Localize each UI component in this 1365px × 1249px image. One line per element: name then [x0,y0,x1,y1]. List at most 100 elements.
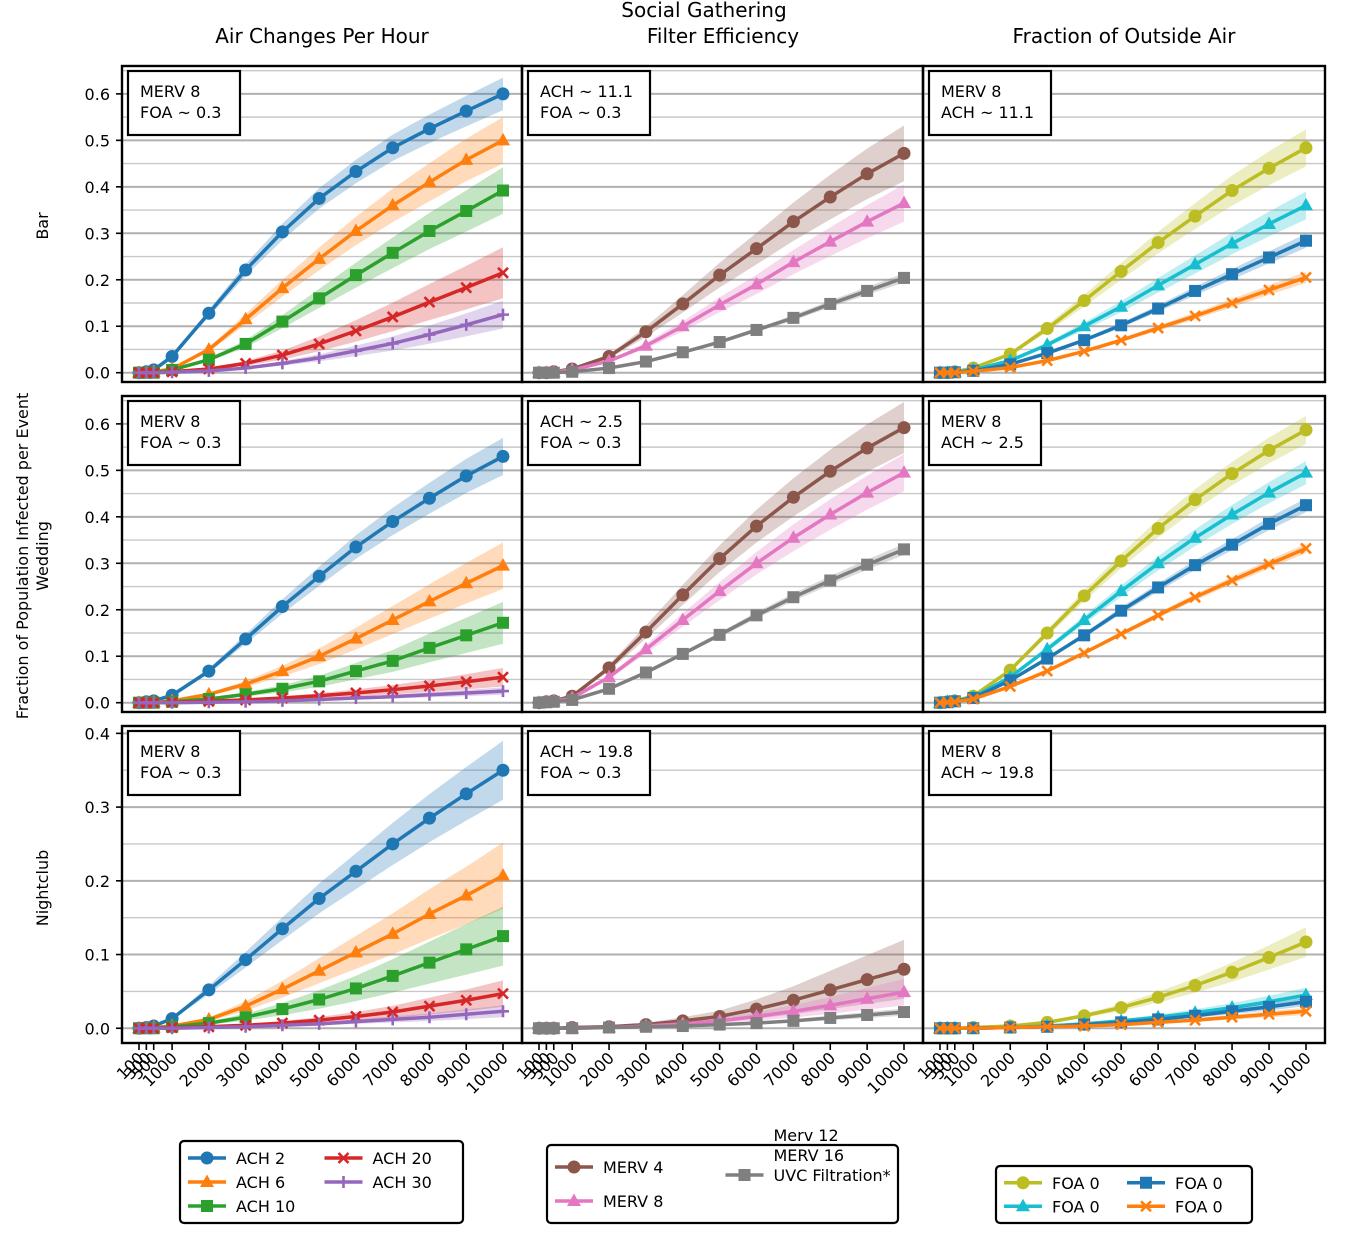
data-point [713,336,726,349]
data-point [423,641,436,654]
x-tick-label: 4000 [249,1048,291,1090]
legend-label: FOA 0 [1175,1197,1223,1216]
data-point [861,1008,874,1021]
legend-label: FOA 0 [1052,1174,1100,1193]
legend-label: MERV 16 [774,1146,845,1165]
data-point [897,465,911,478]
data-point [386,690,399,703]
data-point [349,164,363,178]
data-point [566,365,579,378]
data-point [1263,284,1275,296]
x-tick-label: 8000 [797,1048,839,1090]
data-point [275,663,290,677]
data-point [1262,443,1276,457]
y-tick-label: 0.0 [85,364,110,383]
data-point [547,695,560,708]
data-point [1188,209,1202,223]
legend-label: Merv 12 [774,1126,839,1145]
legend-label: MERV 8 [603,1192,663,1211]
data-point [750,1017,763,1030]
data-point [276,1019,289,1032]
annotation-text: ACH ~ 11.1 [941,103,1034,122]
legend-marker [337,1152,350,1164]
panel-frame [921,394,1327,714]
x-tick-label: 10000 [863,1048,912,1097]
annotation-text: FOA ~ 0.3 [140,103,221,122]
data-point [313,292,326,305]
data-point [1115,1018,1128,1031]
data-point [1152,302,1165,315]
data-point [638,338,653,351]
data-point [1077,589,1091,603]
data-point [276,682,289,695]
data-point [1152,322,1165,335]
data-point [898,543,910,556]
data-point [497,930,509,943]
data-point [1300,1005,1312,1018]
data-point [967,365,980,378]
legend-entry-ach-20: ACH 20 [324,1149,432,1168]
x-tick-label: 3000 [1014,1048,1056,1090]
data-point [1226,538,1239,551]
legend-marker [201,1200,213,1212]
data-point [1225,236,1240,249]
data-point [349,1015,362,1028]
data-point [313,993,326,1006]
annotation-frame [927,399,1043,467]
data-point [147,696,160,709]
data-point [948,366,961,379]
data-point [386,654,399,667]
data-point [1225,965,1239,979]
confidence-band [940,461,1306,703]
data-point [275,922,289,936]
data-point [350,324,362,337]
figure-title: Social Gathering [621,0,786,22]
data-point [1299,935,1313,949]
data-point [1040,626,1054,640]
annotation-text: MERV 8 [140,412,200,431]
data-point [1114,299,1129,312]
data-point [496,132,510,146]
legend-3: FOA 0 FOA 0 FOA 0 FOA 0 [994,1164,1254,1225]
x-tick-label: 2000 [175,1048,217,1090]
data-point [1151,236,1165,250]
data-point [1299,465,1313,478]
data-point [147,366,160,379]
data-point [348,631,363,644]
data-point [712,583,727,597]
data-point [1040,322,1054,336]
data-point [1300,499,1312,512]
data-point [386,337,399,350]
data-point [1300,542,1312,555]
data-point [1225,184,1239,198]
confidence-band [539,402,904,703]
legend-marker [1140,1176,1152,1189]
legend-frame [994,1164,1254,1225]
data-point [275,280,290,294]
data-point [860,485,875,498]
data-point [898,1006,910,1019]
y-tick-label: 0.2 [85,601,110,620]
data-point [824,297,837,310]
data-point [1004,680,1017,693]
data-point [860,214,875,227]
legends: ACH 2 ACH 6 ACH 10 ACH 20 ACH 30 MERV 4 MERV 8… [178,1126,1254,1225]
legend-marker [567,1193,581,1206]
x-tick-label: 10000 [462,1048,511,1097]
data-point [713,1018,726,1031]
annotation-frame [927,69,1053,137]
series-foa-0 [934,1005,1312,1035]
data-point [385,612,400,625]
series-ach-30 [133,300,509,379]
x-tick-label: 4000 [649,1048,691,1090]
data-point [1225,507,1240,520]
data-point [638,641,653,655]
series-line [939,503,1307,705]
data-point [202,353,215,366]
data-point [349,982,362,995]
data-point [386,837,400,851]
data-point [1077,612,1092,625]
data-point [423,224,436,237]
data-point [496,763,510,777]
